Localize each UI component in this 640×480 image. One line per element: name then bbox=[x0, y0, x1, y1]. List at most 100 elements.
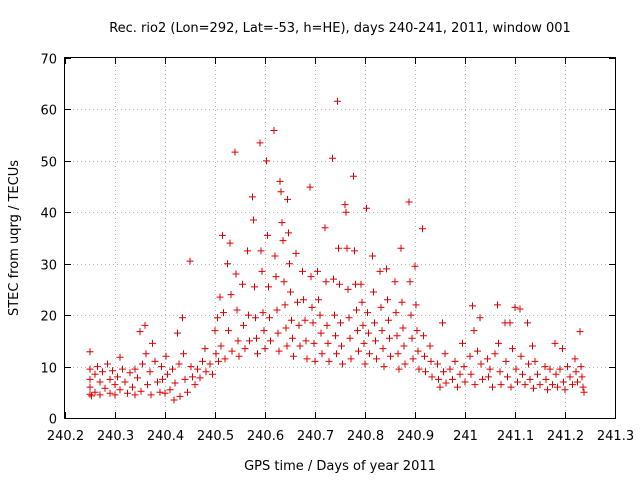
data-point bbox=[285, 229, 292, 237]
data-point bbox=[174, 329, 181, 337]
data-point bbox=[227, 291, 235, 299]
data-point bbox=[289, 334, 296, 342]
data-point bbox=[346, 334, 354, 342]
data-point bbox=[572, 368, 580, 376]
data-point bbox=[363, 204, 370, 212]
data-point bbox=[288, 316, 295, 324]
y-tick-label: 70 bbox=[40, 53, 57, 68]
data-point bbox=[467, 370, 475, 378]
data-point bbox=[380, 363, 388, 371]
data-point bbox=[141, 321, 149, 329]
data-point bbox=[386, 334, 393, 342]
data-point bbox=[357, 280, 365, 288]
grid-lines bbox=[65, 58, 615, 418]
data-point bbox=[456, 370, 464, 378]
data-point bbox=[253, 334, 260, 342]
data-point bbox=[256, 139, 264, 147]
data-point bbox=[311, 357, 319, 365]
data-point bbox=[136, 328, 144, 336]
data-point bbox=[497, 381, 505, 389]
x-tick-label: 240.3 bbox=[97, 429, 134, 444]
data-point bbox=[408, 334, 416, 342]
data-point bbox=[310, 339, 318, 347]
data-point bbox=[454, 383, 461, 391]
data-point bbox=[395, 365, 403, 373]
x-tick-label: 241 bbox=[453, 429, 478, 444]
data-point bbox=[398, 298, 406, 306]
data-point bbox=[489, 383, 496, 391]
data-point bbox=[189, 373, 196, 381]
data-point bbox=[343, 244, 351, 252]
data-point bbox=[121, 378, 129, 386]
data-point bbox=[379, 345, 387, 353]
data-point bbox=[199, 357, 206, 365]
data-point bbox=[194, 365, 201, 373]
chart-title: Rec. rio2 (Lon=292, Lat=-53, h=HE), days… bbox=[109, 21, 571, 36]
data-point bbox=[239, 280, 246, 288]
data-point bbox=[580, 388, 588, 396]
data-point bbox=[534, 370, 541, 378]
data-point bbox=[180, 350, 187, 358]
data-point bbox=[479, 375, 486, 383]
data-point bbox=[99, 368, 106, 376]
data-point bbox=[273, 306, 281, 314]
data-point bbox=[556, 365, 564, 373]
data-point bbox=[225, 327, 232, 335]
data-point bbox=[502, 357, 510, 365]
data-point bbox=[272, 273, 280, 281]
data-point bbox=[549, 381, 556, 389]
data-point bbox=[542, 375, 550, 383]
data-point bbox=[106, 389, 114, 397]
data-point bbox=[350, 172, 357, 180]
x-tick-label: 240.5 bbox=[197, 429, 234, 444]
data-points bbox=[86, 97, 588, 404]
data-point bbox=[378, 327, 386, 335]
data-point bbox=[232, 270, 240, 278]
data-point bbox=[524, 319, 531, 327]
data-point bbox=[373, 355, 380, 363]
data-point bbox=[219, 231, 226, 239]
data-point bbox=[299, 267, 306, 275]
data-point bbox=[221, 355, 229, 363]
data-point bbox=[578, 373, 586, 381]
data-point bbox=[486, 365, 494, 373]
data-point bbox=[318, 350, 326, 358]
data-point bbox=[484, 355, 491, 363]
x-tick-label: 241.3 bbox=[597, 429, 634, 444]
data-point bbox=[397, 244, 405, 252]
data-point bbox=[330, 275, 337, 283]
data-point bbox=[333, 350, 340, 358]
data-point bbox=[451, 357, 459, 365]
y-tick-label: 20 bbox=[40, 310, 57, 325]
data-point bbox=[387, 352, 394, 360]
data-point bbox=[383, 265, 390, 273]
data-point bbox=[139, 360, 146, 368]
data-point bbox=[246, 337, 253, 345]
data-point bbox=[329, 154, 336, 162]
data-point bbox=[530, 384, 537, 392]
data-point bbox=[96, 391, 104, 399]
data-point bbox=[469, 302, 476, 310]
data-point bbox=[286, 260, 293, 268]
data-point bbox=[264, 231, 271, 239]
data-point bbox=[344, 285, 352, 293]
data-point bbox=[321, 224, 329, 232]
data-point bbox=[421, 352, 428, 360]
data-point bbox=[526, 375, 534, 383]
data-point bbox=[347, 355, 355, 363]
data-point bbox=[511, 303, 519, 311]
data-point bbox=[116, 353, 124, 361]
data-point bbox=[392, 309, 400, 317]
data-point bbox=[86, 390, 94, 398]
data-point bbox=[309, 319, 317, 327]
data-point bbox=[494, 301, 501, 309]
data-point bbox=[365, 329, 372, 337]
data-point bbox=[345, 314, 353, 322]
data-point bbox=[351, 247, 358, 255]
data-point bbox=[471, 381, 479, 389]
data-point bbox=[287, 288, 294, 296]
data-point bbox=[235, 352, 243, 360]
data-point bbox=[228, 347, 236, 355]
data-point bbox=[405, 198, 413, 206]
